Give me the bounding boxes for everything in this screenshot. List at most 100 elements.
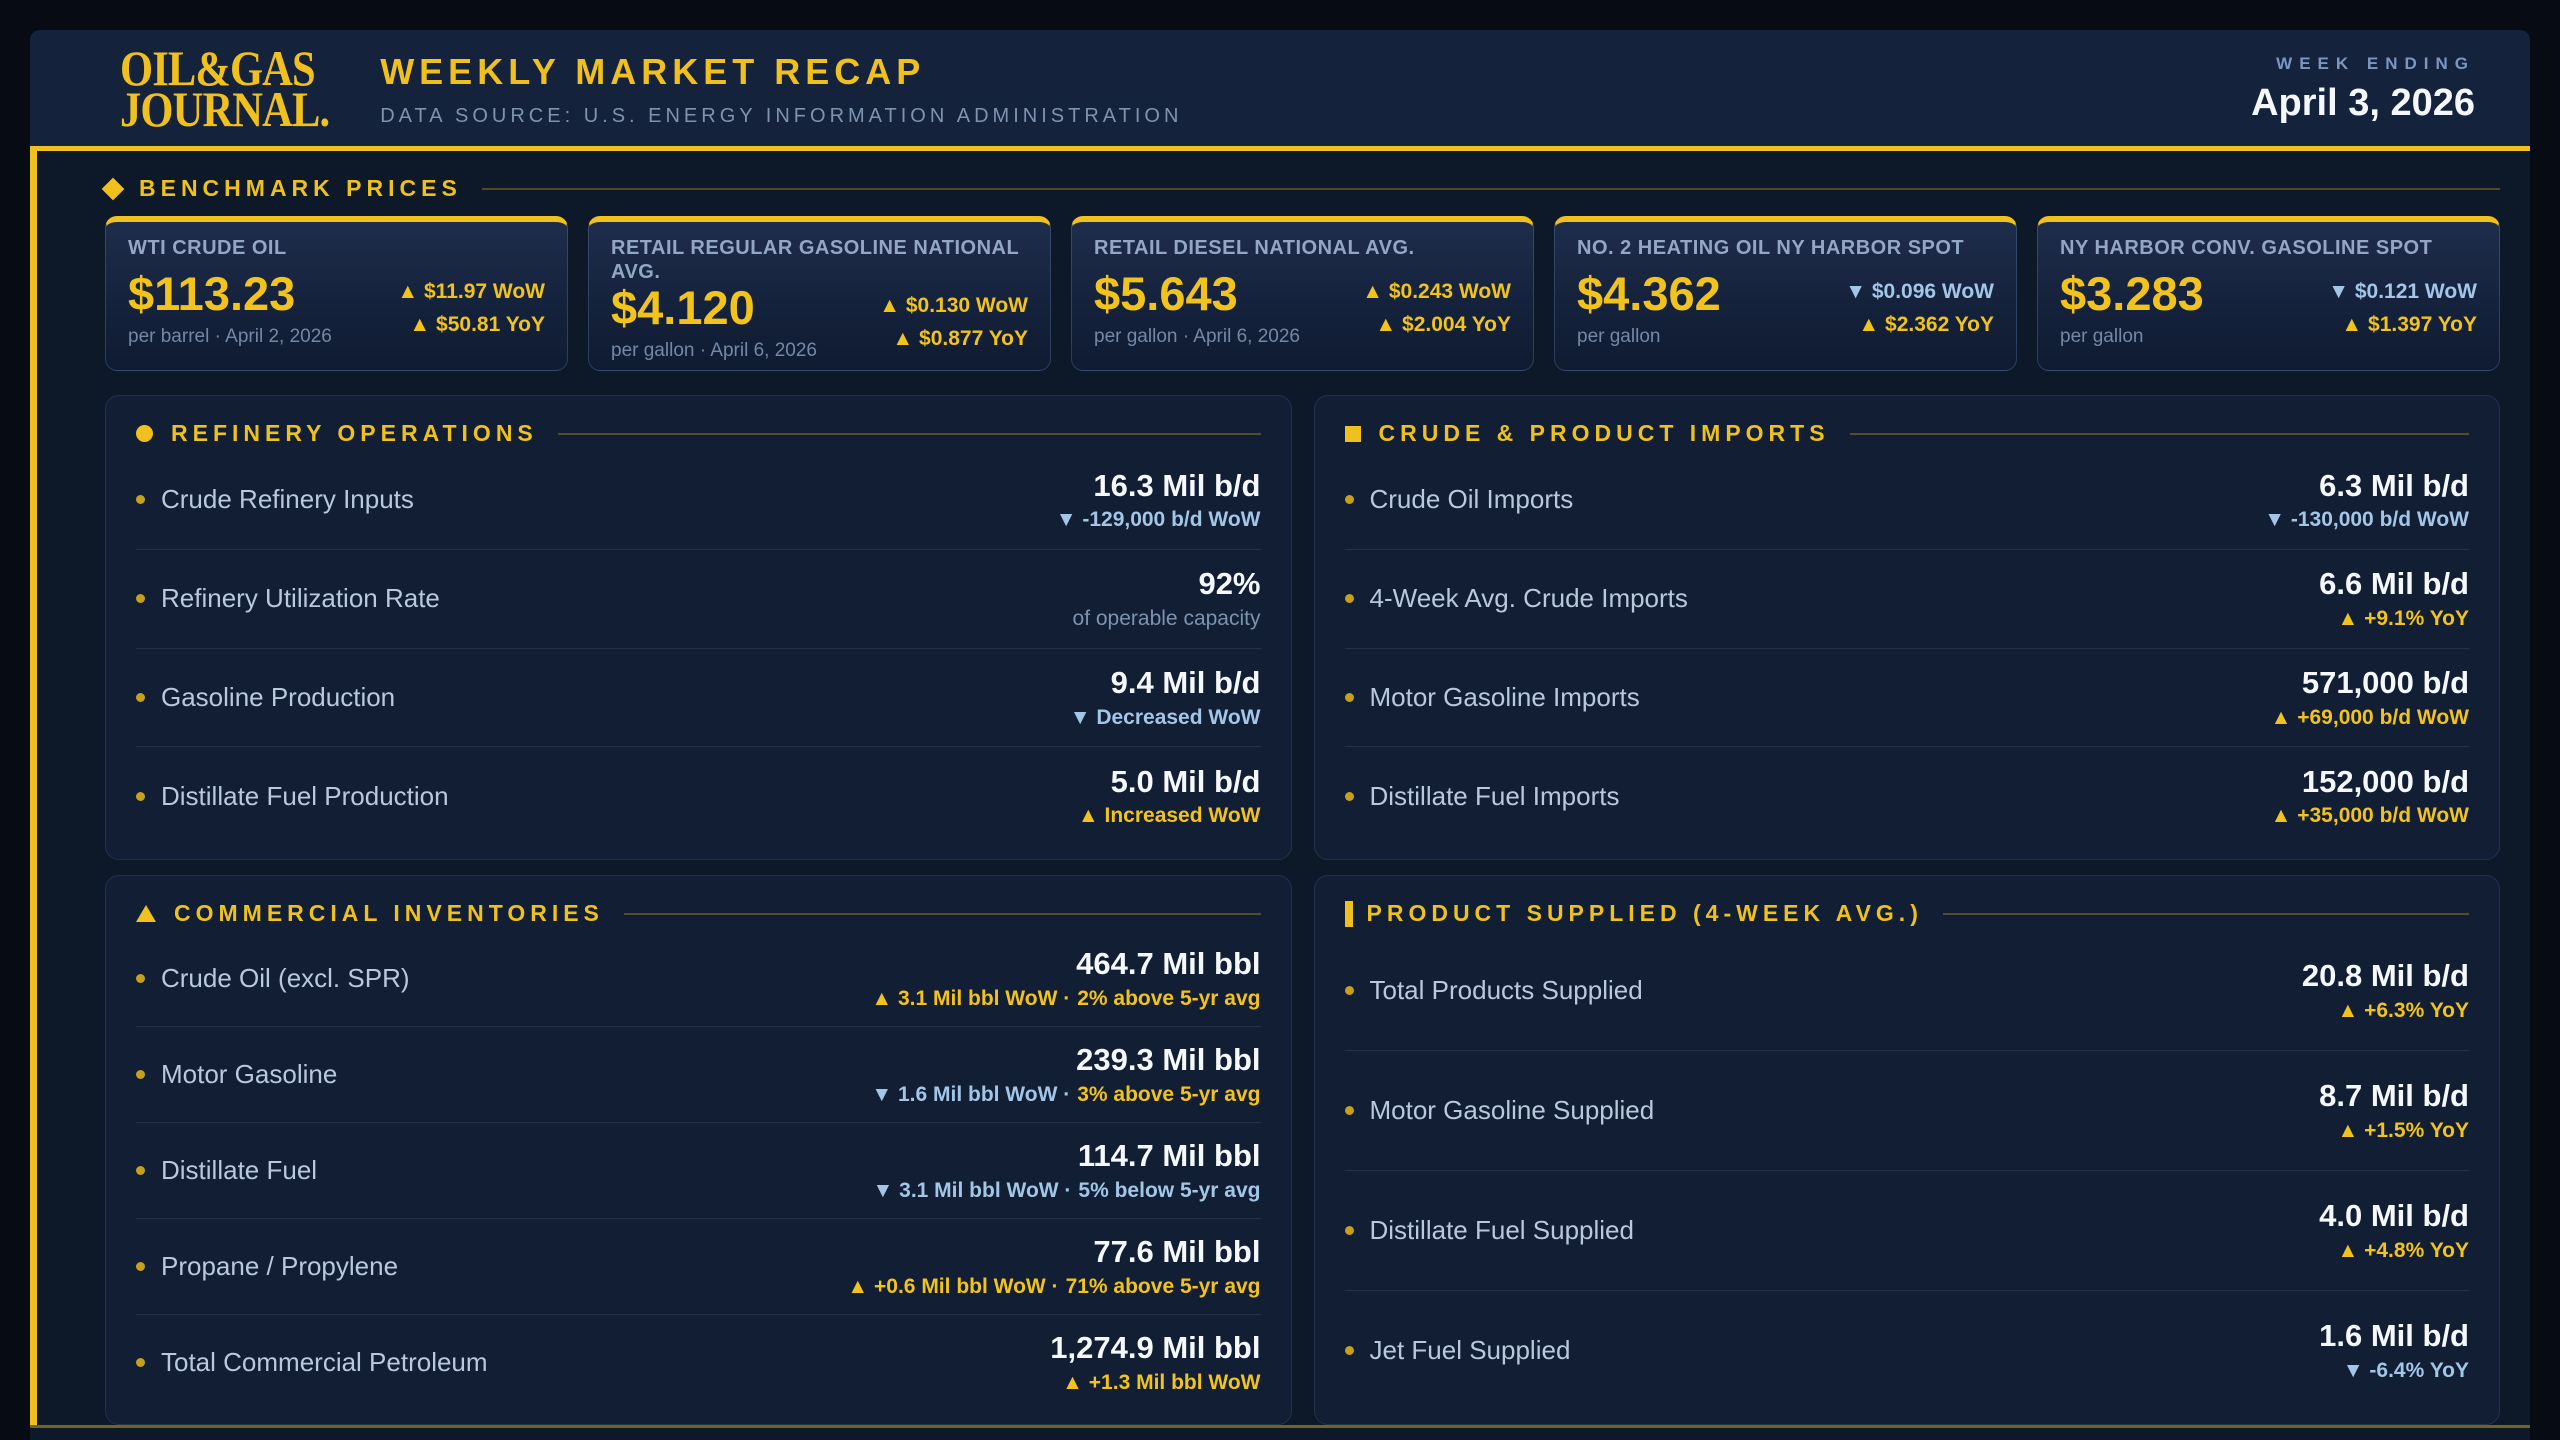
section-rule (1942, 912, 2469, 915)
metric-change: ▲ +9.1% YoY (2337, 606, 2470, 630)
card-body: $5.643 per gallon · April 6, 2026 ▲ $0.2… (1094, 260, 1511, 358)
metric-value: 16.3 Mil b/d (1093, 467, 1261, 503)
metric-change: ▼ -130,000 b/d WoW (2264, 508, 2469, 532)
metric-change: ▲ +1.3 Mil bbl WoW (1062, 1370, 1261, 1394)
metric-row: Motor Gasoline 239.3 Mil bbl ▼ 1.6 Mil b… (136, 1026, 1261, 1122)
wow-change: ▲ $0.243 WoW (1362, 280, 1511, 304)
yoy-change: ▲ $50.81 YoY (409, 313, 545, 336)
metric-right: 464.7 Mil bbl ▲ 3.1 Mil bbl WoW · 2% abov… (871, 946, 1260, 1011)
metric-label: Distillate Fuel (161, 1155, 318, 1185)
section-rule (481, 187, 2500, 190)
metric-value: 152,000 b/d (2301, 763, 2469, 799)
metric-right: 571,000 b/d ▲ +69,000 b/d WoW (2271, 665, 2469, 730)
metric-label: Crude Oil Imports (1369, 484, 1574, 515)
logo-line2: JOURNAL. (120, 81, 330, 137)
card-price-block: $5.643 per gallon · April 6, 2026 (1094, 270, 1300, 348)
panel-header: PRODUCT SUPPLIED (4-WEEK AVG.) (1344, 900, 2469, 927)
card-price-block: $3.283 per gallon (2060, 270, 2204, 348)
metric-label-wrap: Gasoline Production (136, 682, 395, 713)
metric-change: ▲ 3.1 Mil bbl WoW · 2% above 5-yr avg (871, 986, 1261, 1010)
metric-right: 239.3 Mil bbl ▼ 1.6 Mil bbl WoW · 3% abov… (871, 1042, 1260, 1107)
benchmark-section-header: BENCHMARK PRICES (101, 175, 2500, 202)
card-note: per gallon · April 6, 2026 (611, 340, 817, 361)
metric-value: 464.7 Mil bbl (1076, 946, 1261, 982)
metric-value: 20.8 Mil b/d (2301, 958, 2469, 994)
metric-right: 152,000 b/d ▲ +35,000 b/d WoW (2271, 764, 2469, 829)
metric-row: Crude Refinery Inputs 16.3 Mil b/d ▼ -12… (136, 451, 1261, 549)
metric-row: Distillate Fuel Imports 152,000 b/d ▲ +3… (1344, 746, 2469, 845)
panel-rows: Crude Oil Imports 6.3 Mil b/d ▼ -130,000… (1344, 451, 2470, 845)
metric-change: ▲ +69,000 b/d WoW (2270, 705, 2469, 729)
row-dot-icon (136, 791, 145, 801)
card-note: per barrel · April 2, 2026 (128, 326, 332, 347)
metric-label-wrap: Total Products Supplied (1344, 975, 1643, 1006)
benchmark-cards: WTI CRUDE OIL $113.23 per barrel · April… (105, 216, 2500, 371)
card-price: $4.362 (1577, 267, 1721, 320)
diamond-icon (101, 177, 125, 200)
metric-label-wrap: Motor Gasoline Imports (1344, 682, 1640, 713)
row-dot-icon (136, 1166, 145, 1175)
metric-label: Motor Gasoline Supplied (1369, 1095, 1655, 1125)
metric-row: 4-Week Avg. Crude Imports 6.6 Mil b/d ▲ … (1344, 548, 2470, 648)
triangle-icon (136, 905, 156, 922)
yoy-change: ▲ $2.004 YoY (1375, 313, 1511, 336)
metric-label-wrap: Jet Fuel Supplied (1344, 1335, 1571, 1366)
card-price-block: $4.362 per gallon (1577, 270, 1721, 348)
metric-panels: REFINERY OPERATIONS Crude Refinery Input… (105, 395, 2500, 1425)
panel-title: COMMERCIAL INVENTORIES (174, 900, 604, 926)
footer-rule (30, 1425, 2530, 1428)
metric-value: 1,274.9 Mil bbl (1050, 1330, 1261, 1366)
metric-change: ▲ +0.6 Mil bbl WoW · 71% above 5-yr avg (847, 1274, 1261, 1298)
panel-title: CRUDE & PRODUCT IMPORTS (1378, 420, 1830, 446)
metric-label-wrap: Refinery Utilization Rate (136, 583, 440, 614)
report-container: OIL&GAS JOURNAL. WEEKLY MARKET RECAP DAT… (30, 30, 2530, 1440)
wow-change: ▲ $0.130 WoW (879, 294, 1028, 318)
metric-change: ▼ 1.6 Mil bbl WoW · 3% above 5-yr avg (871, 1082, 1261, 1106)
row-dot-icon (136, 692, 145, 702)
card-changes: ▲ $0.130 WoW ▲ $0.877 YoY (879, 290, 1028, 355)
square-icon (1344, 425, 1361, 442)
metric-row: Propane / Propylene 77.6 Mil bbl ▲ +0.6 … (136, 1218, 1261, 1314)
metric-value: 6.3 Mil b/d (2319, 467, 2469, 503)
metric-right: 6.3 Mil b/d ▼ -130,000 b/d WoW (2264, 468, 2469, 533)
card-price-block: $113.23 per barrel · April 2, 2026 (128, 270, 332, 348)
metric-value: 239.3 Mil bbl (1076, 1042, 1261, 1078)
card-price: $4.120 (611, 281, 755, 334)
metric-change: ▼ 3.1 Mil bbl WoW · 5% below 5-yr avg (872, 1178, 1261, 1202)
metric-change: ▼ Decreased WoW (1069, 705, 1261, 729)
metric-change: ▲ +35,000 b/d WoW (2270, 804, 2469, 828)
metric-change: ▲ +1.5% YoY (2337, 1118, 2470, 1142)
page-title: WEEKLY MARKET RECAP (380, 50, 926, 92)
card-changes: ▲ $11.97 WoW ▲ $50.81 YoY (397, 276, 545, 341)
panel-header: COMMERCIAL INVENTORIES (136, 900, 1261, 927)
week-ending-block: WEEK ENDING April 3, 2026 (2251, 54, 2475, 125)
panel-rows: Crude Refinery Inputs 16.3 Mil b/d ▼ -12… (136, 451, 1261, 845)
metric-label-wrap: Crude Oil (excl. SPR) (136, 963, 410, 994)
metric-row: Distillate Fuel 114.7 Mil bbl ▼ 3.1 Mil … (136, 1122, 1261, 1218)
metric-label: Gasoline Production (161, 681, 396, 712)
metric-right: 20.8 Mil b/d ▲ +6.3% YoY (2302, 958, 2469, 1023)
metric-label-wrap: Motor Gasoline Supplied (1344, 1095, 1655, 1126)
metric-label-wrap: Distillate Fuel (136, 1155, 317, 1186)
card-price: $3.283 (2060, 267, 2204, 320)
metric-label: Propane / Propylene (161, 1251, 399, 1281)
row-dot-icon (1344, 986, 1354, 995)
metric-row: Refinery Utilization Rate 92% of operabl… (136, 548, 1261, 648)
section-rule (1849, 432, 2469, 435)
metric-row: Jet Fuel Supplied 1.6 Mil b/d ▼ -6.4% Yo… (1344, 1290, 2469, 1410)
metric-label: Distillate Fuel Production (161, 780, 449, 811)
panel-refinery-operations: REFINERY OPERATIONS Crude Refinery Input… (105, 395, 1292, 860)
metric-value: 9.4 Mil b/d (1110, 665, 1261, 701)
card-label: RETAIL DIESEL NATIONAL AVG. (1094, 237, 1415, 259)
card-note: per gallon · April 6, 2026 (1094, 326, 1300, 347)
row-dot-icon (1344, 1106, 1354, 1115)
card-changes: ▼ $0.096 WoW ▲ $2.362 YoY (1845, 276, 1994, 341)
price-card-heating-oil: NO. 2 HEATING OIL NY HARBOR SPOT $4.362 … (1554, 216, 2017, 371)
metric-change: ▼ -6.4% YoY (2342, 1358, 2469, 1382)
metric-change: of operable capacity (1072, 606, 1261, 630)
metric-label: Crude Oil (excl. SPR) (161, 963, 410, 993)
vertical-bar-icon (1344, 900, 1353, 927)
metric-label: Jet Fuel Supplied (1369, 1335, 1571, 1365)
week-ending-label: WEEK ENDING (2276, 53, 2475, 73)
row-dot-icon (136, 974, 145, 983)
